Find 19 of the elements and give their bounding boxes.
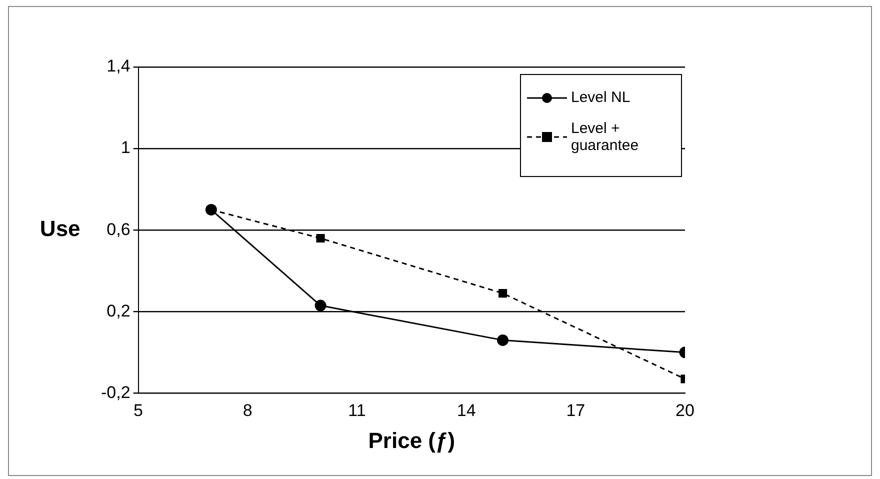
y-tick-label: -0,2 [100,382,130,402]
y-tick-label: 0,2 [106,301,130,320]
y-tick-label: 0,6 [106,220,130,239]
point [314,300,326,312]
point [497,334,509,346]
x-axis-title: Price (ƒ) [368,428,456,453]
y-tick-label: 1,4 [106,56,130,76]
legend-label: Level NL [571,89,630,106]
x-tick-label: 14 [456,401,476,420]
x-tick-label: 17 [566,401,586,420]
x-tick-label: 5 [134,401,144,420]
y-axis-title: Use [40,216,80,242]
x-tick-label: 20 [676,401,694,420]
y-tick-label: 1 [120,138,130,158]
x-tick-label: 11 [348,401,366,420]
point [316,234,325,243]
x-tick-label: 8 [242,401,252,420]
legend-label: Level + guarantee [571,120,640,154]
point [498,289,508,298]
